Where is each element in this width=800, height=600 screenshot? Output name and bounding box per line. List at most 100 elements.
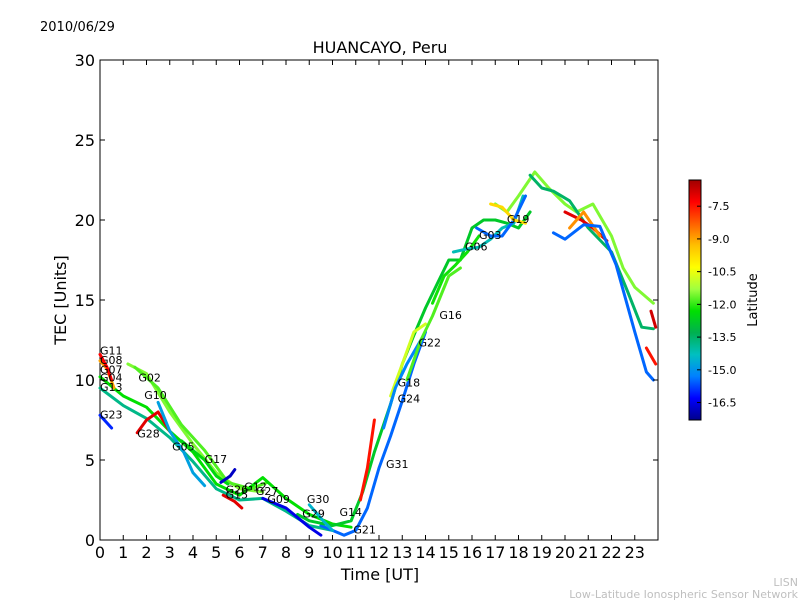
x-tick-label: 3 <box>165 543 175 562</box>
satellite-label-G12: G12 <box>244 480 267 493</box>
series-G07 <box>489 202 527 225</box>
satellite-label-layer: G11G08G07G04G13G02G10G23G28G05G17G26G15G… <box>100 213 529 536</box>
x-tick-label: 7 <box>258 543 268 562</box>
x-tick-label: 14 <box>415 543 435 562</box>
x-tick-label: 0 <box>95 543 105 562</box>
colorbar-label: Latitude <box>746 273 761 327</box>
satellite-label-G27: G27 <box>256 485 279 498</box>
series-G09 <box>644 346 658 366</box>
satellite-label-G05: G05 <box>172 440 195 453</box>
y-tick-label: 30 <box>75 51 95 70</box>
satellite-label-G09: G09 <box>267 493 290 506</box>
x-tick-label: 2 <box>141 543 151 562</box>
series-G18 <box>389 322 427 398</box>
series-G30 <box>307 503 334 532</box>
series-G14 <box>296 210 532 528</box>
x-tick-label: 4 <box>188 543 198 562</box>
series-G28 <box>135 410 172 435</box>
colorbar-tick-label: -12.0 <box>708 298 736 311</box>
y-tick-label: 0 <box>85 531 95 550</box>
x-tick-label: 18 <box>508 543 528 562</box>
colorbar-tick-label: -16.5 <box>708 397 736 410</box>
colorbar-tick-label: -7.5 <box>708 200 729 213</box>
satellite-label-G07: G07 <box>100 364 123 377</box>
satellite-label-G29: G29 <box>302 508 325 521</box>
x-tick-label: 19 <box>532 543 552 562</box>
satellite-label-G18: G18 <box>398 376 421 389</box>
satellite-label-G10: G10 <box>144 389 167 402</box>
series-G23 <box>98 413 114 430</box>
satellite-label-G04: G04 <box>100 372 123 385</box>
colorbar-ticks: -7.5 -9.0 -10.5 -12.0 -13.5 -15.0 -16.5 <box>697 200 736 410</box>
satellite-label-G23: G23 <box>100 408 123 421</box>
x-tick-label: 6 <box>234 543 244 562</box>
chart-title: HUANCAYO, Peru <box>313 38 448 57</box>
colorbar <box>688 179 702 421</box>
y-tick-label: 25 <box>75 131 95 150</box>
x-tick-label: 16 <box>462 543 482 562</box>
x-tick-label: 13 <box>392 543 412 562</box>
series-G04 <box>98 375 353 529</box>
satellite-label-G30: G30 <box>307 493 330 506</box>
date-label: 2010/06/29 <box>40 20 115 35</box>
series-layer <box>98 170 658 537</box>
x-tick-label: 11 <box>346 543 366 562</box>
x-tick-label: 20 <box>555 543 575 562</box>
satellite-label-G13: G13 <box>100 381 123 394</box>
x-axis-ticks: 0 1 2 3 4 5 6 7 8 9 10 11 12 13 14 15 16 17 18 19 20 21 22 23 <box>95 60 645 562</box>
satellite-label-G24: G24 <box>398 392 421 405</box>
x-tick-label: 23 <box>625 543 645 562</box>
x-tick-label: 8 <box>281 543 291 562</box>
satellite-label-G31: G31 <box>386 458 409 471</box>
x-tick-label: 10 <box>322 543 342 562</box>
satellite-label-G26: G26 <box>226 484 249 497</box>
series-G29 <box>261 496 323 537</box>
satellite-label-G02: G02 <box>138 372 161 385</box>
colorbar-tick-label: -15.0 <box>708 364 736 377</box>
x-tick-label: 12 <box>369 543 389 562</box>
series-G27 <box>221 493 244 510</box>
x-tick-label: 22 <box>601 543 621 562</box>
satellite-label-G06: G06 <box>465 240 488 253</box>
series-G12 <box>649 309 658 329</box>
series-G11 <box>568 210 602 238</box>
x-tick-label: 15 <box>439 543 459 562</box>
colorbar-tick-label: -10.5 <box>708 266 736 279</box>
series-G19 <box>493 170 655 305</box>
series-G21 <box>319 330 427 537</box>
satellite-label-G28: G28 <box>137 428 160 441</box>
series-G02 <box>126 362 265 494</box>
x-tick-label: 21 <box>578 543 598 562</box>
series-G06 <box>451 194 525 254</box>
y-axis-ticks: 0 5 10 15 20 25 30 <box>75 51 658 550</box>
y-tick-label: 10 <box>75 371 95 390</box>
series-G20 <box>551 223 655 382</box>
satellite-label-G11: G11 <box>100 344 123 357</box>
x-tick-label: 9 <box>304 543 314 562</box>
series-G22 <box>405 266 462 382</box>
y-tick-label: 20 <box>75 211 95 230</box>
satellite-label-G14: G14 <box>340 506 363 519</box>
satellite-label-G16: G16 <box>439 309 462 322</box>
series-G15 <box>219 468 237 484</box>
y-tick-label: 15 <box>75 291 95 310</box>
colorbar-tick-label: -13.5 <box>708 331 736 344</box>
x-tick-label: 1 <box>118 543 128 562</box>
x-axis-label: Time [UT] <box>340 565 419 584</box>
x-tick-label: 17 <box>485 543 505 562</box>
x-tick-label: 5 <box>211 543 221 562</box>
satellite-label-G22: G22 <box>419 336 442 349</box>
colorbar-tick-label: -9.0 <box>708 233 729 246</box>
y-axis-label: TEC [Units] <box>51 255 70 346</box>
series-G26 <box>528 173 655 331</box>
satellite-label-G15: G15 <box>226 488 249 501</box>
satellite-label-G17: G17 <box>205 453 228 466</box>
series-G08b <box>98 352 114 382</box>
series-G03 <box>475 194 527 238</box>
series-G16 <box>431 234 481 305</box>
satellite-label-G21: G21 <box>353 524 376 537</box>
series-G31 <box>358 418 376 502</box>
satellite-label-G19: G19 <box>507 213 530 226</box>
series-G24 <box>382 338 423 430</box>
